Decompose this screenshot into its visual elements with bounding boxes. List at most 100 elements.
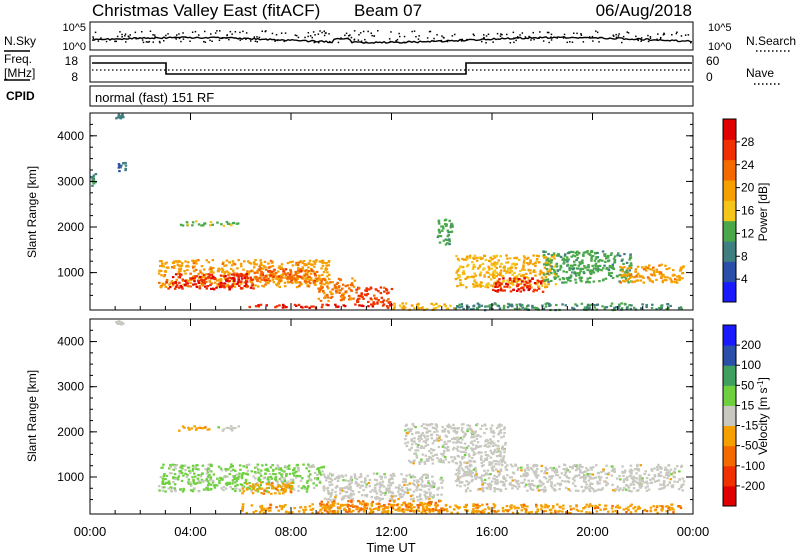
echo-cell: [238, 472, 241, 475]
echo-cell: [217, 267, 220, 270]
echo-cell: [392, 472, 395, 475]
echo-cell: [187, 261, 190, 264]
echo-cell: [208, 469, 211, 473]
echo-cell: [616, 504, 619, 507]
echo-cell: [205, 280, 208, 283]
echo-cell: [423, 434, 426, 437]
echo-cell: [234, 489, 237, 493]
echo-cell: [480, 462, 483, 465]
echo-cell: [657, 475, 660, 478]
echo-cell: [271, 278, 275, 281]
echo-cell: [546, 272, 549, 275]
echo-cell: [656, 466, 659, 469]
echo-cell: [464, 509, 467, 512]
echo-cell: [379, 475, 382, 478]
echo-cell: [257, 304, 260, 307]
noise-dot: [105, 40, 108, 43]
echo-cell: [205, 487, 208, 490]
echo-cell: [441, 479, 445, 482]
echo-cell: [277, 484, 281, 487]
echo-cell: [544, 256, 548, 259]
echo-cell: [173, 473, 177, 476]
echo-cell: [529, 280, 532, 283]
echo-cell: [661, 507, 664, 510]
echo-cell: [323, 504, 327, 507]
echo-cell: [289, 269, 292, 272]
echo-cell: [333, 477, 337, 480]
echo-cell: [621, 489, 625, 492]
echo-cell: [487, 276, 490, 279]
echo-cell: [518, 307, 521, 310]
echo-cell: [269, 259, 273, 262]
echo-cell: [424, 495, 427, 498]
echo-cell: [582, 480, 586, 483]
echo-cell: [263, 276, 266, 279]
echo-cell: [306, 275, 310, 279]
echo-cell: [347, 500, 350, 503]
echo-cell: [578, 272, 581, 275]
echo-region: [157, 463, 326, 493]
echo-cell: [512, 280, 516, 283]
echo-cell: [383, 510, 386, 513]
echo-cell: [557, 253, 560, 256]
echo-cell: [117, 320, 121, 323]
echo-cell: [380, 477, 383, 480]
echo-cell: [522, 255, 526, 258]
echo-cell: [459, 463, 463, 467]
echo-cell: [437, 509, 440, 512]
echo-cell: [462, 423, 465, 426]
echo-cell: [355, 478, 359, 481]
echo-cell: [443, 303, 446, 306]
echo-cell: [326, 271, 329, 274]
echo-cell: [657, 472, 661, 476]
echo-cell: [391, 477, 394, 481]
echo-cell: [204, 426, 207, 429]
echo-cell: [641, 477, 644, 480]
echo-cell: [492, 452, 495, 456]
echo-cell: [348, 483, 351, 486]
echo-cell: [314, 274, 317, 277]
noise-dot: [466, 38, 468, 41]
echo-cell: [532, 263, 535, 266]
echo-cell: [212, 287, 215, 290]
echo-cell: [364, 503, 367, 506]
echo-cell: [453, 307, 456, 310]
echo-cell: [420, 425, 424, 428]
echo-cell: [471, 267, 475, 270]
echo-cell: [246, 270, 249, 273]
echo-cell: [456, 511, 459, 514]
echo-cell: [407, 506, 411, 509]
echo-cell: [189, 481, 192, 484]
echo-cell: [510, 476, 513, 479]
echo-cell: [280, 508, 284, 511]
echo-cell: [438, 458, 441, 462]
echo-cell: [260, 270, 263, 273]
echo-cell: [497, 463, 501, 466]
echo-cell: [254, 259, 257, 262]
echo-cell: [411, 509, 414, 512]
echo-cell: [530, 488, 533, 491]
echo-cell: [186, 466, 190, 469]
echo-cell: [223, 272, 226, 275]
echo-cell: [350, 289, 353, 293]
echo-cell: [304, 506, 307, 509]
echo-cell: [331, 288, 334, 291]
noise-dot: [116, 35, 119, 38]
echo-cell: [369, 297, 372, 300]
echo-cell: [277, 275, 281, 278]
echo-cell: [182, 487, 185, 490]
echo-cell: [228, 272, 231, 275]
echo-cell: [268, 266, 271, 269]
echo-cell: [283, 285, 287, 288]
echo-cell: [405, 487, 408, 490]
echo-cell: [91, 177, 94, 180]
echo-cell: [327, 511, 331, 515]
echo-cell: [267, 491, 270, 494]
echo-cell: [539, 489, 543, 492]
echo-cell: [588, 484, 591, 487]
echo-cell: [477, 509, 480, 513]
echo-cell: [471, 443, 475, 446]
echo-cell: [416, 305, 419, 308]
noise-dot: [612, 34, 614, 37]
echo-cell: [326, 275, 329, 278]
